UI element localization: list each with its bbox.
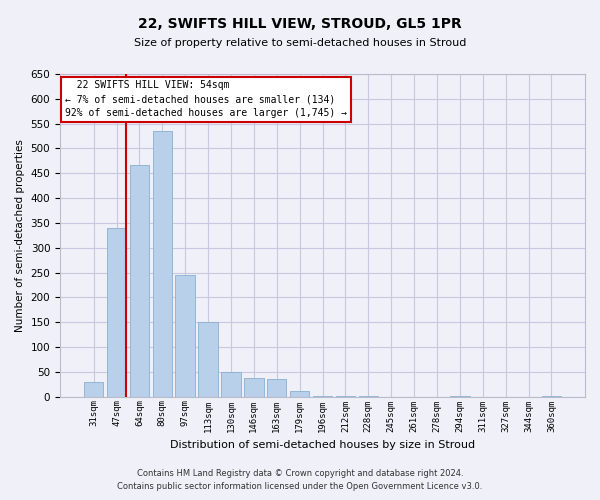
X-axis label: Distribution of semi-detached houses by size in Stroud: Distribution of semi-detached houses by …	[170, 440, 475, 450]
Bar	[199, 322, 218, 396]
Bar	[107, 228, 126, 396]
Y-axis label: Number of semi-detached properties: Number of semi-detached properties	[15, 139, 25, 332]
Bar	[130, 165, 149, 396]
Bar	[221, 372, 241, 396]
Bar	[290, 390, 310, 396]
Bar	[84, 382, 103, 396]
Bar	[175, 275, 195, 396]
Bar	[244, 378, 263, 396]
Text: 22, SWIFTS HILL VIEW, STROUD, GL5 1PR: 22, SWIFTS HILL VIEW, STROUD, GL5 1PR	[138, 18, 462, 32]
Bar	[267, 380, 286, 396]
Bar	[152, 131, 172, 396]
Text: Contains HM Land Registry data © Crown copyright and database right 2024.
Contai: Contains HM Land Registry data © Crown c…	[118, 469, 482, 491]
Text: Size of property relative to semi-detached houses in Stroud: Size of property relative to semi-detach…	[134, 38, 466, 48]
Text: 22 SWIFTS HILL VIEW: 54sqm
← 7% of semi-detached houses are smaller (134)
92% of: 22 SWIFTS HILL VIEW: 54sqm ← 7% of semi-…	[65, 80, 347, 118]
